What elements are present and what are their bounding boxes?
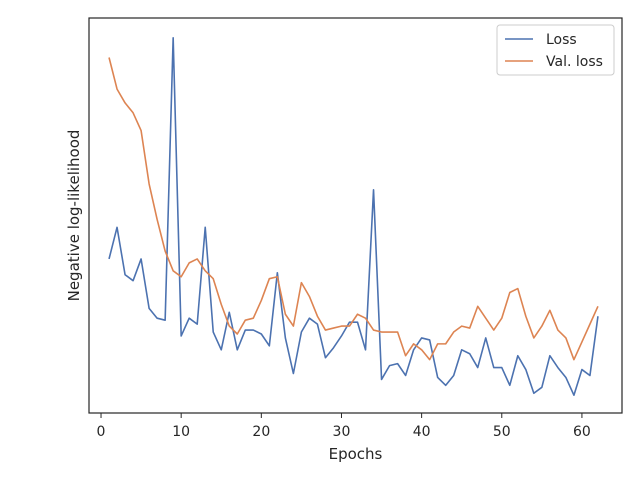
legend: Loss Val. loss <box>496 24 615 76</box>
plot-background <box>89 18 622 413</box>
x-tick-label: 60 <box>573 424 591 440</box>
series-line-loss <box>108 36 599 397</box>
legend-label: Val. loss <box>546 54 603 70</box>
x-tick-label: 40 <box>413 424 431 440</box>
x-tick-label: 20 <box>252 424 270 440</box>
y-axis-label: Negative log-likelihood <box>65 130 83 302</box>
x-tick-label: 50 <box>493 424 511 440</box>
x-tick-label: 10 <box>172 424 190 440</box>
series-layer <box>108 36 599 397</box>
legend-label: Loss <box>546 32 577 48</box>
legend-box <box>496 24 615 76</box>
x-axis-label: Epochs <box>329 445 383 463</box>
x-tick-label: 30 <box>333 424 351 440</box>
x-axis: 0 10 20 30 40 50 60 <box>97 413 591 440</box>
x-tick-label: 0 <box>97 424 106 440</box>
plot-frame <box>88 17 623 414</box>
series-line-val-loss <box>108 57 599 361</box>
